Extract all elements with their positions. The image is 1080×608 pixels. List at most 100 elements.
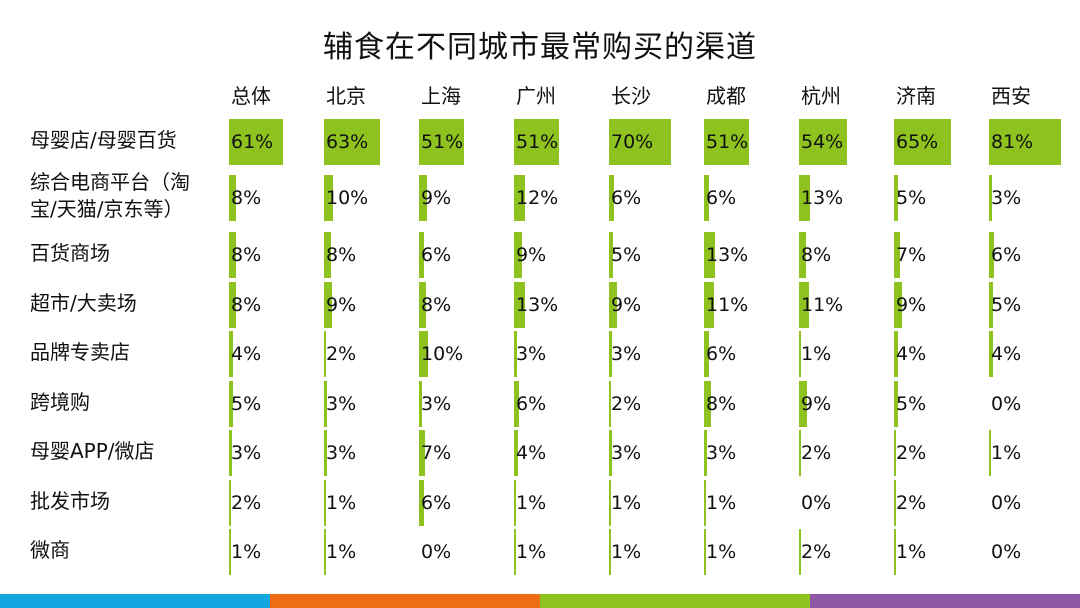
- value-bar: [514, 529, 516, 575]
- value-bar: [989, 119, 1061, 165]
- strip-segment: [270, 594, 540, 608]
- value-bar: [229, 232, 237, 278]
- value-label: 8%: [421, 294, 452, 316]
- value-label: 1%: [516, 541, 547, 563]
- strip-segment: [0, 594, 270, 608]
- value-bar: [704, 381, 712, 427]
- row-label-line: 宝/天猫/京东等）: [30, 197, 184, 221]
- value-bar: [229, 282, 237, 328]
- value-bar: [419, 480, 425, 526]
- value-bar: [704, 331, 710, 377]
- column-header: 杭州: [801, 84, 841, 108]
- row-label-line: 母婴APP/微店: [30, 438, 155, 463]
- row-label-line: 批发市场: [30, 488, 110, 513]
- value-label: 9%: [326, 294, 357, 316]
- value-label: 54%: [801, 131, 844, 153]
- value-label: 1%: [326, 492, 357, 514]
- chart-title: 辅食在不同城市最常购买的渠道: [323, 30, 757, 65]
- value-label: 1%: [611, 492, 642, 514]
- value-label: 0%: [991, 393, 1022, 415]
- row-label-line: 跨境购: [30, 389, 90, 414]
- value-label: 4%: [991, 343, 1022, 365]
- value-bar: [704, 119, 750, 165]
- value-label: 12%: [516, 187, 559, 209]
- value-label: 6%: [421, 244, 452, 266]
- value-label: 9%: [896, 294, 927, 316]
- row-label-line: 微商: [30, 537, 70, 562]
- row-label: 综合电商平台（淘 宝/天猫/京东等）: [30, 169, 190, 223]
- value-label: 13%: [801, 187, 844, 209]
- value-bar: [894, 381, 899, 427]
- value-label: 13%: [516, 294, 559, 316]
- value-label: 10%: [421, 343, 464, 365]
- value-bar: [324, 529, 326, 575]
- value-bar: [894, 529, 896, 575]
- row-label: 品牌专卖店: [30, 339, 130, 366]
- value-label: 4%: [516, 442, 547, 464]
- value-bar: [324, 430, 327, 476]
- value-label: 1%: [801, 343, 832, 365]
- value-bar: [894, 232, 901, 278]
- value-bar: [419, 430, 426, 476]
- value-label: 3%: [611, 343, 642, 365]
- value-bar: [799, 282, 809, 328]
- value-label: 5%: [611, 244, 642, 266]
- column-header: 总体: [231, 84, 271, 108]
- value-label: 3%: [231, 442, 262, 464]
- value-label: 51%: [516, 131, 559, 153]
- value-label: 5%: [896, 393, 927, 415]
- value-bar: [799, 430, 801, 476]
- row-label-line: 超市/大卖场: [30, 290, 137, 315]
- value-bar: [989, 430, 991, 476]
- value-bar: [799, 331, 801, 377]
- value-bar: [324, 381, 327, 427]
- value-label: 9%: [611, 294, 642, 316]
- value-bar: [989, 331, 993, 377]
- value-bar: [799, 381, 807, 427]
- value-bar: [989, 282, 994, 328]
- value-bar: [704, 529, 706, 575]
- value-bar: [419, 282, 427, 328]
- column-header: 成都: [706, 84, 746, 108]
- column-header: 广州: [516, 84, 556, 108]
- value-label: 6%: [516, 393, 547, 415]
- value-bar: [894, 119, 952, 165]
- row-label: 跨境购: [30, 389, 90, 416]
- bottom-color-strip: [0, 594, 1080, 608]
- value-label: 1%: [231, 541, 262, 563]
- value-label: 81%: [991, 131, 1034, 153]
- value-label: 6%: [421, 492, 452, 514]
- value-bar: [609, 430, 612, 476]
- value-label: 3%: [706, 442, 737, 464]
- value-bar: [609, 331, 612, 377]
- value-bar: [799, 175, 811, 221]
- value-bar: [324, 480, 326, 526]
- row-label-line: 百货商场: [30, 240, 110, 265]
- value-label: 1%: [706, 492, 737, 514]
- value-label: 6%: [706, 187, 737, 209]
- value-bar: [799, 232, 807, 278]
- value-label: 1%: [326, 541, 357, 563]
- value-bar: [704, 480, 706, 526]
- value-bar: [419, 119, 465, 165]
- value-label: 2%: [231, 492, 262, 514]
- value-label: 2%: [801, 442, 832, 464]
- value-label: 51%: [421, 131, 464, 153]
- value-bar: [419, 331, 428, 377]
- value-label: 61%: [231, 131, 274, 153]
- row-label: 超市/大卖场: [30, 290, 137, 317]
- value-bar: [989, 175, 992, 221]
- value-bar: [609, 282, 617, 328]
- value-label: 7%: [421, 442, 452, 464]
- value-bar: [894, 430, 896, 476]
- value-label: 0%: [991, 492, 1022, 514]
- value-label: 1%: [611, 541, 642, 563]
- value-bar: [229, 430, 232, 476]
- value-bar: [894, 282, 902, 328]
- value-bar: [324, 232, 332, 278]
- value-label: 1%: [516, 492, 547, 514]
- value-bar: [799, 119, 847, 165]
- value-bar: [324, 175, 333, 221]
- value-bar: [609, 480, 611, 526]
